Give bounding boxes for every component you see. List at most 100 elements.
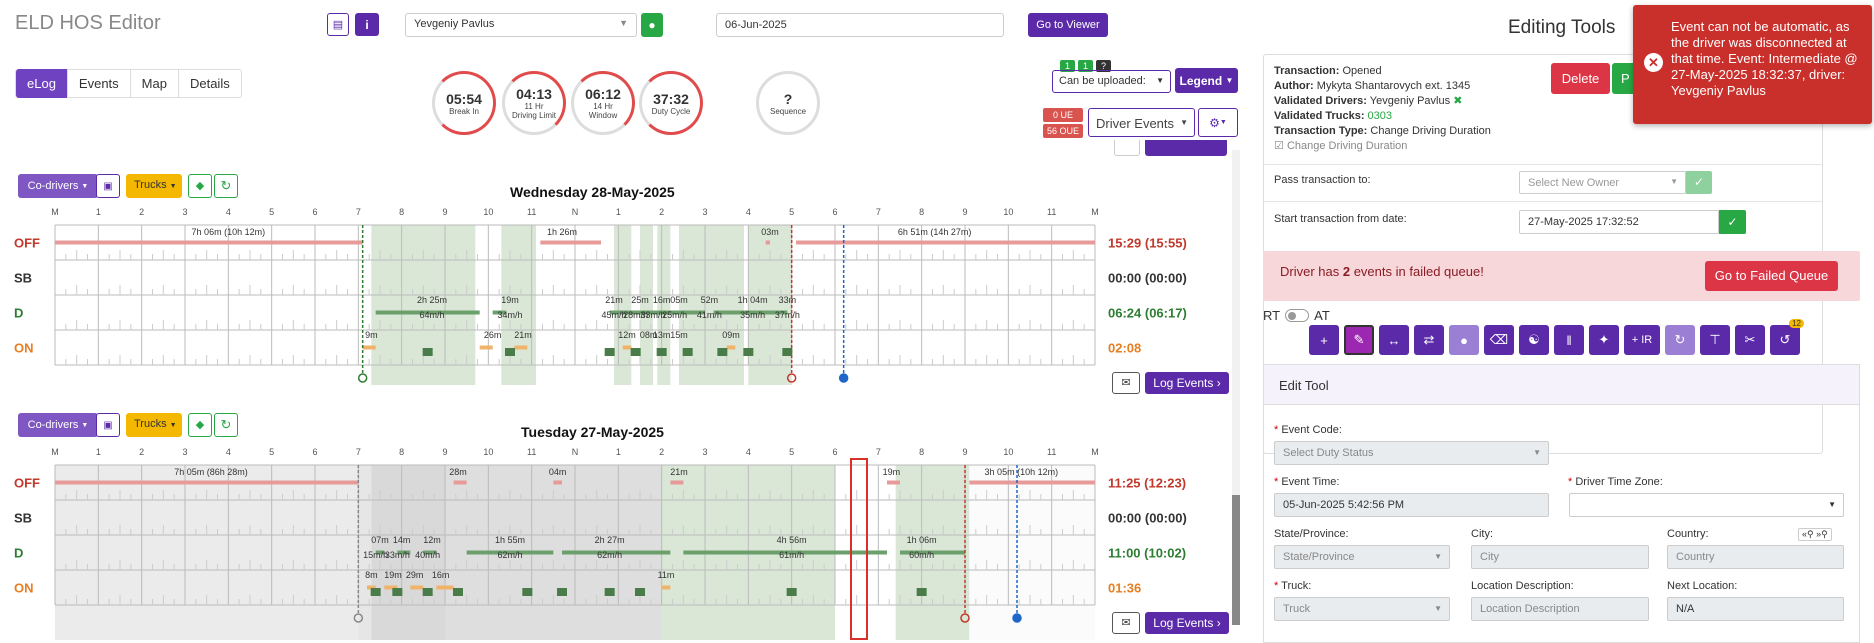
trash-icon[interactable]: ⌫ [1484, 325, 1514, 355]
state-label: State/Province: [1274, 528, 1349, 540]
comment-icon-button[interactable]: ✉ [1112, 372, 1140, 394]
add-ir-button[interactable]: + IR [1624, 325, 1660, 355]
users-icon[interactable]: ☯ [1519, 325, 1549, 355]
columns-icon[interactable]: ‖ [1554, 325, 1584, 355]
android-icon-button-2[interactable]: ◆ [188, 413, 212, 437]
truck-event-icon [743, 348, 754, 356]
android-icon-button[interactable]: ◆ [188, 174, 212, 198]
hour-tick-label: 10 [1003, 207, 1013, 217]
tab-map[interactable]: Map [129, 69, 178, 98]
truck-event-icon [604, 588, 615, 596]
next-location-input[interactable]: N/A [1667, 597, 1844, 621]
user-icon[interactable]: ● [1449, 325, 1479, 355]
history-icon[interactable]: ↺ 12 [1770, 319, 1804, 355]
duration-annotation: 45m/h [601, 310, 626, 320]
go-to-viewer-button[interactable]: Go to Viewer [1028, 13, 1108, 37]
partial-button-2[interactable] [1145, 140, 1227, 156]
pencil-icon[interactable]: ✎ [1344, 325, 1374, 355]
truck-icon-button-2[interactable]: ▣ [96, 413, 120, 437]
rt-at-toggle[interactable]: RT AT [1263, 308, 1330, 323]
duration-annotation: 16m [432, 570, 450, 580]
log-events-button-2[interactable]: Log Events › [1145, 612, 1229, 634]
date-input[interactable]: 06-Jun-2025 [716, 13, 1004, 37]
day2-log-graph[interactable]: M 1 2 3 4 5 6 7 8 9 10 11 N 1 2 3 4 5 6 7 8 9 10 11 M OFF SB D ON 11:… [0, 445, 1234, 643]
magic-wand-icon[interactable]: ✦ [1589, 325, 1619, 355]
settings-dropdown-button[interactable]: ⚙ ▼ [1198, 108, 1238, 137]
checkbox-label: Change Driving Duration [1286, 140, 1408, 152]
co-drivers-button-2[interactable]: Co-drivers ▼ [18, 413, 98, 437]
go-to-failed-queue-button[interactable]: Go to Failed Queue [1705, 261, 1838, 291]
tab-events[interactable]: Events [66, 69, 130, 98]
swap-icon[interactable]: ⇄ [1414, 325, 1444, 355]
tab-details[interactable]: Details [177, 69, 241, 98]
driver-events-select[interactable]: Driver Events ▼ [1088, 108, 1195, 137]
state-select[interactable]: State/Province ▼ [1274, 545, 1450, 569]
hour-tick-label: 11 [1047, 207, 1056, 217]
comment-icon-button-2[interactable]: ✉ [1112, 612, 1140, 634]
document-icon-button[interactable]: ▤ [327, 13, 349, 36]
info-icon-button[interactable]: i [355, 13, 379, 36]
trucks-button[interactable]: Trucks ▼ [126, 174, 182, 198]
event-time-input[interactable]: 05-Jun-2025 5:42:56 PM [1274, 493, 1549, 517]
sequence-label: Sequence [769, 106, 807, 116]
hour-tick-label: M [1091, 447, 1099, 457]
scissors-icon[interactable]: ✂ [1735, 325, 1765, 355]
tz-select[interactable]: ▼ [1569, 493, 1844, 517]
align-top-icon[interactable]: ⊤ [1700, 325, 1730, 355]
duration-annotation: 21m [514, 330, 532, 340]
truck-select[interactable]: Truck ▼ [1274, 597, 1450, 621]
selection-highlight-box[interactable] [850, 458, 868, 640]
hour-tick-label: 2 [139, 207, 144, 217]
log-events-button[interactable]: Log Events › [1145, 372, 1229, 394]
add-icon[interactable]: + [1309, 325, 1339, 355]
hour-tick-label: 2 [139, 447, 144, 457]
truck-icon-button[interactable]: ▣ [96, 174, 120, 198]
legend-button[interactable]: Legend ▼ [1175, 68, 1238, 93]
user-icon-button[interactable]: ● [641, 13, 663, 37]
delete-button[interactable]: Delete [1551, 63, 1610, 94]
confirm-start-button[interactable]: ✓ [1719, 210, 1746, 234]
ue-badge[interactable]: 0 UE [1043, 108, 1083, 122]
location-description-label: Location Description: [1471, 580, 1574, 592]
location-icons[interactable]: «⚲ »⚲ [1798, 528, 1832, 541]
country-input[interactable]: Country [1667, 545, 1844, 569]
refresh-icon-button-2[interactable]: ↻ [214, 413, 238, 437]
checkbox-icon[interactable]: ☑ [1274, 140, 1284, 152]
start-from-input[interactable]: 27-May-2025 17:32:52 [1519, 210, 1719, 234]
event-code-select[interactable]: Select Duty Status ▼ [1274, 441, 1549, 465]
trucks-label-info: Validated Trucks: [1274, 110, 1365, 122]
partial-button-1[interactable] [1114, 140, 1140, 156]
left-scrollbar-thumb[interactable] [1232, 495, 1240, 625]
tab-elog[interactable]: eLog [16, 69, 67, 98]
hour-tick-label: 3 [182, 447, 187, 457]
can-be-uploaded-select[interactable]: Can be uploaded: ▼ [1052, 70, 1171, 93]
hour-tick-label: 7 [876, 447, 881, 457]
toggle-switch[interactable] [1285, 309, 1310, 322]
sync-icon[interactable]: ↻ [1665, 325, 1695, 355]
hour-tick-label: 4 [226, 207, 231, 217]
confirm-owner-button[interactable]: ✓ [1686, 171, 1712, 194]
duration-annotation: 4h 56m [777, 535, 807, 545]
duration-annotation: 52m [701, 295, 719, 305]
location-description-input[interactable]: Location Description [1471, 597, 1649, 621]
arrows-horizontal-icon[interactable]: ↔ [1379, 325, 1409, 355]
co-drivers-button[interactable]: Co-drivers ▼ [18, 174, 98, 198]
change-driving-checkbox-row[interactable]: ☑ Change Driving Duration [1274, 139, 1491, 154]
left-scrollbar[interactable] [1232, 150, 1240, 625]
duration-annotation: 1h 26m [547, 227, 577, 237]
author-label: Author: [1274, 80, 1314, 92]
duration-annotation: 33m/h [385, 550, 410, 560]
select-new-owner[interactable]: Select New Owner ▼ [1519, 171, 1686, 194]
duration-annotation: 12m [618, 330, 636, 340]
hour-tick-label: 8 [399, 447, 404, 457]
day1-log-graph[interactable]: M 1 2 3 4 5 6 7 8 9 10 11 N 1 2 3 4 5 6 7 8 9 10 11 M OFF SB D ON 15:… [0, 205, 1234, 390]
shaded-driving-region [657, 225, 671, 385]
oue-badge[interactable]: 56 OUE [1043, 124, 1083, 138]
duration-annotation: 41m/h [697, 310, 722, 320]
upload-badges: 1 1 ? [1060, 60, 1112, 72]
trucks-button-2[interactable]: Trucks ▼ [126, 413, 182, 437]
driver-select[interactable]: Yevgeniy Pavlus ▼ [405, 13, 637, 37]
city-input[interactable]: City [1471, 545, 1649, 569]
error-toast[interactable]: ✕ Event can not be automatic, as the dri… [1633, 5, 1872, 124]
refresh-icon-button[interactable]: ↻ [214, 174, 238, 198]
